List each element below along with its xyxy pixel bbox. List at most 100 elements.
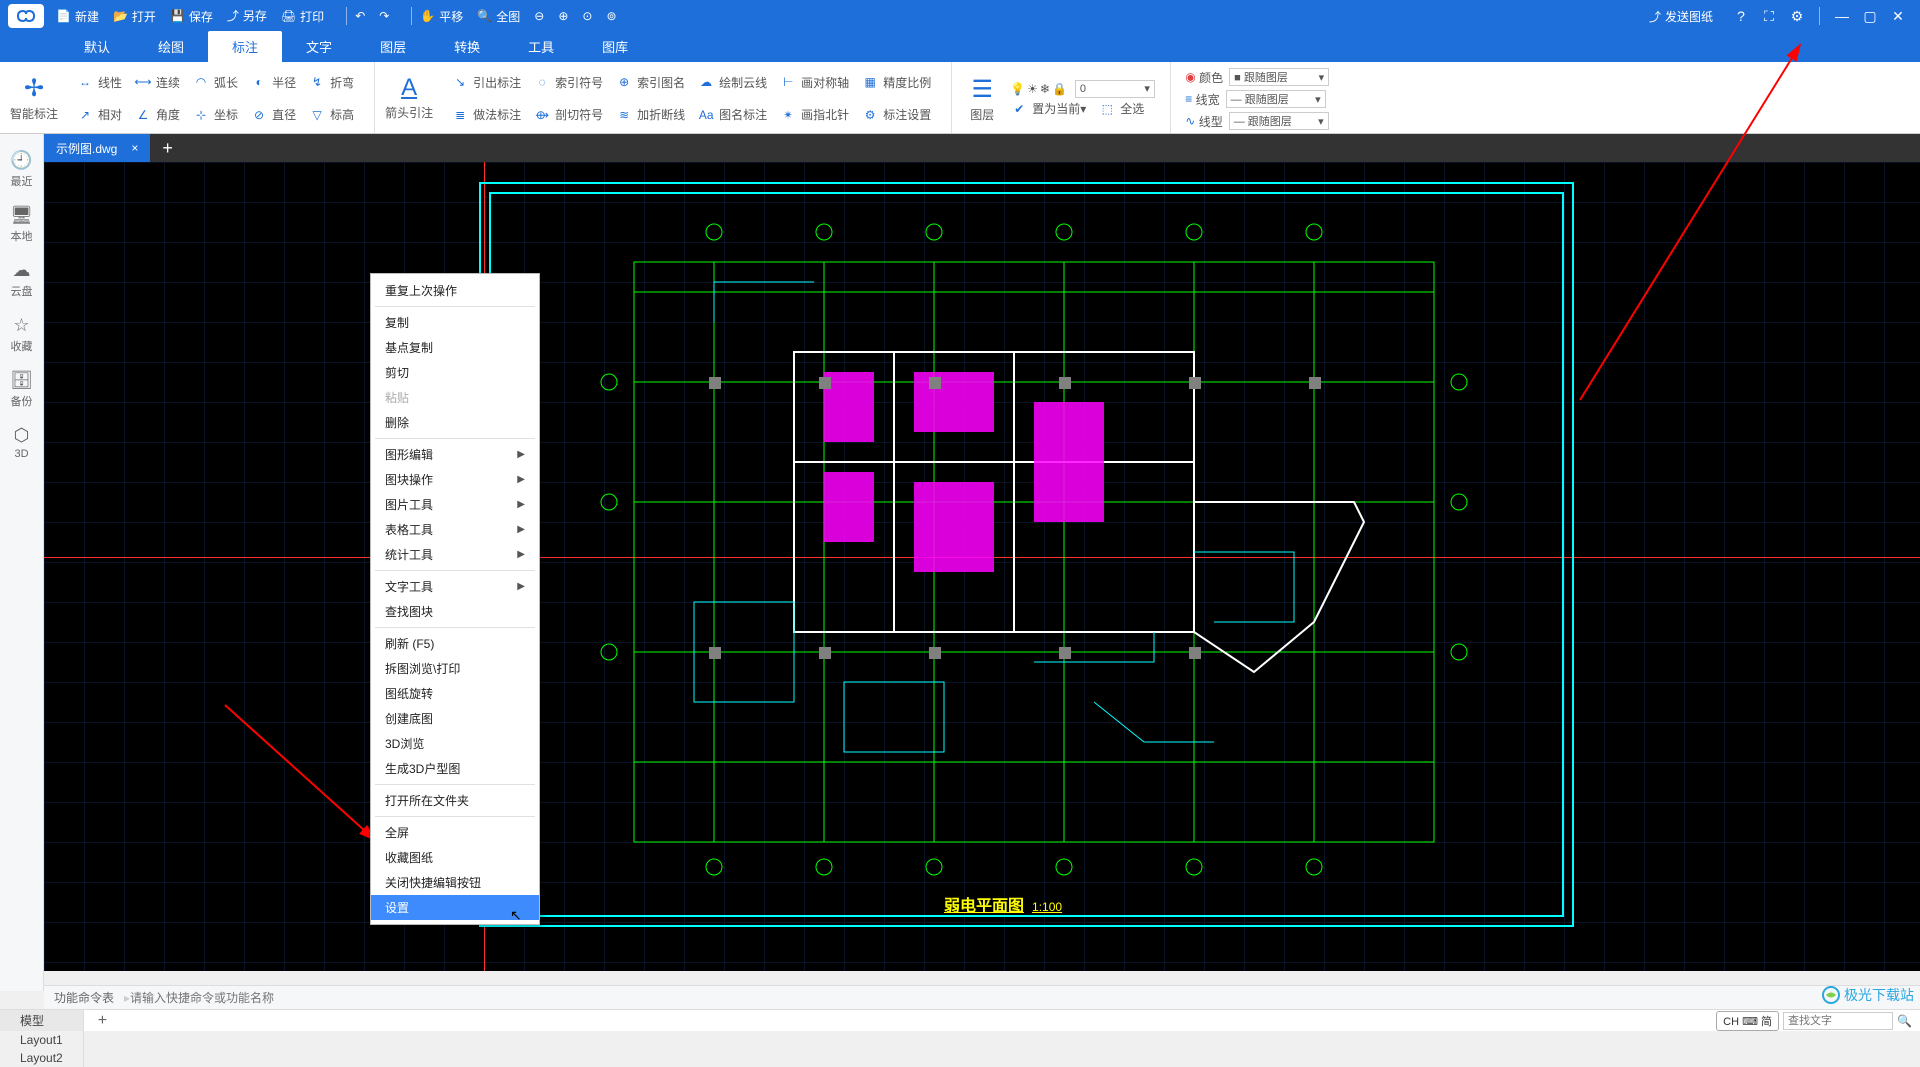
ribbon-索引图名[interactable]: ⊕索引图名 — [615, 73, 685, 91]
ribbon-半径[interactable]: ◐半径 — [250, 73, 296, 91]
drawing-canvas[interactable]: 弱电平面图1:100 — [44, 162, 1920, 971]
ribbon-arrow-leader[interactable]: A 箭头引注 — [375, 62, 443, 133]
sidebar-备份[interactable]: 🗄备份 — [0, 362, 43, 417]
top-打印-button[interactable]: 🖨打印 — [281, 8, 324, 25]
ribbon-layer[interactable]: ☰ 图层 — [960, 71, 1004, 127]
sheet-tab-Layout1[interactable]: Layout1 — [0, 1031, 84, 1049]
ctx-图片工具[interactable]: 图片工具▶ — [371, 492, 539, 517]
top-另存-button[interactable]: ⤴另存 — [227, 7, 267, 24]
layer-state-icons[interactable]: 💡☀❄🔒 — [1010, 82, 1069, 96]
ribbon-set-current[interactable]: ✔置为当前 ▾ — [1010, 100, 1086, 118]
ribbon-相对[interactable]: ↗相对 — [76, 106, 122, 124]
sidebar-云盘[interactable]: ☁云盘 — [0, 252, 43, 307]
menu-tab-文字[interactable]: 文字 — [282, 31, 356, 62]
zoom-button[interactable]: ⊚ — [606, 9, 616, 23]
ctx-全屏[interactable]: 全屏 — [371, 820, 539, 845]
menu-tab-绘图[interactable]: 绘图 — [134, 31, 208, 62]
lineweight-selector[interactable]: — 跟随图层▾ — [1226, 90, 1326, 108]
ribbon-做法标注[interactable]: ≣做法标注 — [451, 106, 521, 124]
ctx-创建底图[interactable]: 创建底图 — [371, 706, 539, 731]
sheet-tab-模型[interactable]: 模型 — [0, 1010, 84, 1031]
document-tab[interactable]: 示例图.dwg × — [44, 134, 150, 162]
top-新建-button[interactable]: 📄新建 — [56, 8, 99, 25]
command-input[interactable] — [130, 991, 1920, 1005]
menu-tab-默认[interactable]: 默认 — [60, 31, 134, 62]
menu-tab-工具[interactable]: 工具 — [504, 31, 578, 62]
sidebar-本地[interactable]: 🖥本地 — [0, 197, 43, 252]
ctx-重复上次操作[interactable]: 重复上次操作 — [371, 278, 539, 303]
ribbon-精度比例[interactable]: ▦精度比例 — [861, 73, 931, 91]
sidebar-收藏[interactable]: ☆收藏 — [0, 307, 43, 362]
minimize-button[interactable]: — — [1828, 8, 1856, 24]
ctx-基点复制[interactable]: 基点复制 — [371, 335, 539, 360]
ctx-复制[interactable]: 复制 — [371, 310, 539, 335]
ribbon-绘制云线[interactable]: ☁绘制云线 — [697, 73, 767, 91]
ctx-关闭快捷编辑按钮[interactable]: 关闭快捷编辑按钮 — [371, 870, 539, 895]
ribbon-图名标注[interactable]: Aa图名标注 — [697, 106, 767, 124]
ctx-打开所在文件夹[interactable]: 打开所在文件夹 — [371, 788, 539, 813]
ribbon-直径[interactable]: ⊘直径 — [250, 106, 296, 124]
maximize-button[interactable]: ▢ — [1856, 8, 1884, 25]
zoom-button[interactable]: ⊕ — [558, 9, 568, 23]
ctx-刷新 (F5)[interactable]: 刷新 (F5) — [371, 631, 539, 656]
menu-tab-标注[interactable]: 标注 — [208, 31, 282, 62]
search-icon[interactable]: 🔍 — [1897, 1014, 1912, 1028]
ctx-删除[interactable]: 删除 — [371, 410, 539, 435]
close-button[interactable]: ✕ — [1884, 8, 1912, 25]
ctx-剪切[interactable]: 剪切 — [371, 360, 539, 385]
sidebar-3D[interactable]: ⬡3D — [0, 417, 43, 468]
ctx-统计工具[interactable]: 统计工具▶ — [371, 542, 539, 567]
ctx-3D浏览[interactable]: 3D浏览 — [371, 731, 539, 756]
color-selector[interactable]: ■ 跟随图层▾ — [1229, 68, 1329, 86]
menu-tab-图库[interactable]: 图库 — [578, 31, 652, 62]
ctx-拆图浏览\打印[interactable]: 拆图浏览\打印 — [371, 656, 539, 681]
ctx-生成3D户型图[interactable]: 生成3D户型图 — [371, 756, 539, 781]
top-打开-button[interactable]: 📂打开 — [113, 8, 156, 25]
ribbon-标高[interactable]: ▽标高 — [308, 106, 354, 124]
undo-redo-button[interactable]: ↷ — [379, 9, 389, 23]
zoom-button[interactable]: ⊖ — [534, 9, 544, 23]
ribbon-角度[interactable]: ∠角度 — [134, 106, 180, 124]
ribbon-剖切符号[interactable]: ⟴剖切符号 — [533, 106, 603, 124]
menu-tab-图层[interactable]: 图层 — [356, 31, 430, 62]
ribbon-标注设置[interactable]: ⚙标注设置 — [861, 106, 931, 124]
send-drawing-button[interactable]: ⤴发送图纸 — [1649, 8, 1713, 25]
ribbon-折弯[interactable]: ↯折弯 — [308, 73, 354, 91]
ribbon-画对称轴[interactable]: ⊢画对称轴 — [779, 73, 849, 91]
settings-gear-icon[interactable]: ⚙ — [1783, 8, 1811, 25]
add-sheet-button[interactable]: + — [84, 1010, 121, 1031]
ctx-图块操作[interactable]: 图块操作▶ — [371, 467, 539, 492]
ribbon-坐标[interactable]: ⊹坐标 — [192, 106, 238, 124]
layer-selector[interactable]: 0▾ — [1075, 80, 1155, 98]
linetype-selector[interactable]: — 跟随图层▾ — [1229, 112, 1329, 130]
sidebar-最近[interactable]: 🕘最近 — [0, 142, 43, 197]
help-button[interactable]: ? — [1727, 8, 1755, 24]
ribbon-索引符号[interactable]: ◌索引符号 — [533, 73, 603, 91]
ribbon-select-all[interactable]: ⬚全选 — [1098, 100, 1144, 118]
fullscreen-button[interactable]: ⛶ — [1755, 8, 1783, 25]
top-保存-button[interactable]: 💾保存 — [170, 8, 213, 25]
ctx-文字工具[interactable]: 文字工具▶ — [371, 574, 539, 599]
ctx-图形编辑[interactable]: 图形编辑▶ — [371, 442, 539, 467]
add-tab-button[interactable]: + — [150, 138, 185, 159]
zoom-button[interactable]: ⊙ — [582, 9, 592, 23]
ctx-收藏图纸[interactable]: 收藏图纸 — [371, 845, 539, 870]
ribbon-弧长[interactable]: ◠弧长 — [192, 73, 238, 91]
close-tab-icon[interactable]: × — [131, 141, 138, 155]
sheet-tab-Layout2[interactable]: Layout2 — [0, 1049, 84, 1067]
undo-redo-button[interactable]: ↶ — [355, 9, 365, 23]
ribbon-画指北针[interactable]: ✴画指北针 — [779, 106, 849, 124]
ribbon-连续[interactable]: ⟷连续 — [134, 73, 180, 91]
ctx-表格工具[interactable]: 表格工具▶ — [371, 517, 539, 542]
ctx-图纸旋转[interactable]: 图纸旋转 — [371, 681, 539, 706]
search-text-input[interactable] — [1783, 1012, 1893, 1030]
view-平移-button[interactable]: ✋平移 — [420, 8, 463, 25]
menu-tab-转换[interactable]: 转换 — [430, 31, 504, 62]
ribbon-引出标注[interactable]: ↘引出标注 — [451, 73, 521, 91]
view-全图-button[interactable]: 🔍全图 — [477, 8, 520, 25]
ctx-查找图块[interactable]: 查找图块 — [371, 599, 539, 624]
ribbon-smart-annotation[interactable]: ✢ 智能标注 — [0, 62, 68, 133]
ribbon-加折断线[interactable]: ≋加折断线 — [615, 106, 685, 124]
ime-indicator[interactable]: CH ⌨ 简 — [1716, 1011, 1779, 1031]
ribbon-线性[interactable]: ↔线性 — [76, 73, 122, 91]
